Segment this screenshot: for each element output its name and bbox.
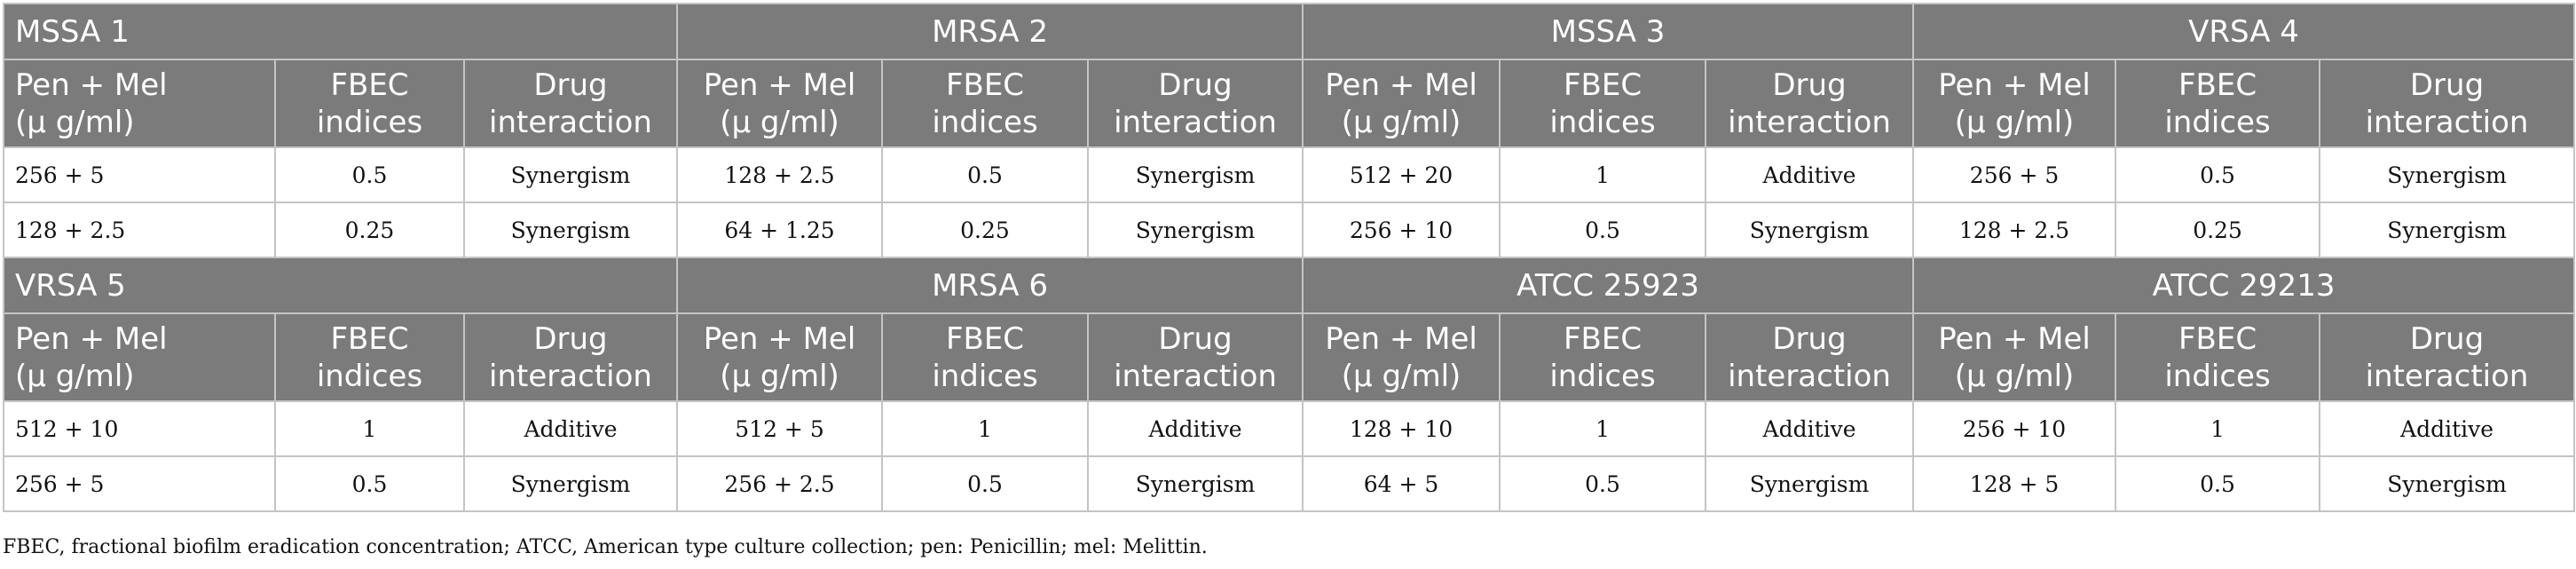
strain-group-header: VRSA 4 xyxy=(1912,3,2576,60)
column-header: Drug interaction xyxy=(463,312,678,402)
table-cell: Synergism xyxy=(2319,455,2576,512)
column-header: Drug interaction xyxy=(1705,312,1915,402)
column-header: Pen + Mel (μ g/ml) xyxy=(1912,312,2117,402)
table-row: 256 + 5 0.5 Synergism 256 + 2.5 0.5 Synergism… xyxy=(3,455,2576,512)
column-header: Pen + Mel (μ g/ml) xyxy=(3,59,276,148)
table-cell: Synergism xyxy=(463,455,678,512)
strain-group-header: ATCC 29213 xyxy=(1912,257,2576,314)
table-cell: 256 + 5 xyxy=(3,146,276,203)
column-header: Drug interaction xyxy=(2319,59,2576,148)
table-row: 256 + 5 0.5 Synergism 128 + 2.5 0.5 Synergism… xyxy=(3,146,2576,203)
table-cell: 1 xyxy=(881,400,1089,457)
table-cell: 512 + 5 xyxy=(676,400,883,457)
table-cell: 256 + 10 xyxy=(1302,202,1501,258)
group-header-row: VRSA 5 MRSA 6 ATCC 25923 ATCC 29213 xyxy=(3,257,2576,314)
column-header: Pen + Mel (μ g/ml) xyxy=(1302,312,1501,402)
table-cell: 64 + 5 xyxy=(1302,455,1501,512)
table-cell: 128 + 2.5 xyxy=(3,202,276,258)
table-cell: 256 + 2.5 xyxy=(676,455,883,512)
table-cell: Synergism xyxy=(463,146,678,203)
table-cell: 0.5 xyxy=(274,146,465,203)
column-header: Pen + Mel (μ g/ml) xyxy=(1912,59,2117,148)
group-header-row: MSSA 1 MRSA 2 MSSA 3 VRSA 4 xyxy=(3,3,2576,60)
table-cell: 128 + 5 xyxy=(1912,455,2117,512)
column-header: Drug interaction xyxy=(1086,59,1304,148)
table-cell: Additive xyxy=(463,400,678,457)
column-header: Pen + Mel (μ g/ml) xyxy=(3,312,276,402)
table-cell: Additive xyxy=(1705,400,1915,457)
table-cell: Synergism xyxy=(1086,146,1304,203)
column-header: FBEC indices xyxy=(274,59,465,148)
column-header-row: Pen + Mel (μ g/ml) FBEC indices Drug inter… xyxy=(3,59,2576,148)
column-header: Pen + Mel (μ g/ml) xyxy=(676,59,883,148)
column-header: Drug interaction xyxy=(1705,59,1915,148)
table-cell: 0.5 xyxy=(2115,146,2321,203)
table-cell: Synergism xyxy=(1705,455,1915,512)
column-header: Drug interaction xyxy=(2319,312,2576,402)
table-cell: Additive xyxy=(1086,400,1304,457)
table-cell: 0.5 xyxy=(1499,202,1707,258)
column-header: FBEC indices xyxy=(881,59,1089,148)
strain-group-header: MRSA 6 xyxy=(675,257,1304,314)
table-cell: 256 + 10 xyxy=(1912,400,2117,457)
table-cell: 0.5 xyxy=(881,455,1089,512)
column-header-row: Pen + Mel (μ g/ml) FBEC indices Drug inter… xyxy=(3,312,2576,402)
column-header: Pen + Mel (μ g/ml) xyxy=(1302,59,1501,148)
table-cell: 128 + 10 xyxy=(1302,400,1501,457)
table-cell: 0.25 xyxy=(2115,202,2321,258)
column-header: FBEC indices xyxy=(2115,59,2321,148)
table-cell: 512 + 20 xyxy=(1302,146,1501,203)
table-row: 512 + 10 1 Additive 512 + 5 1 Additive 128 + 1… xyxy=(3,400,2576,457)
column-header: FBEC indices xyxy=(2115,312,2321,402)
table-cell: 1 xyxy=(2115,400,2321,457)
table-cell: 0.5 xyxy=(274,455,465,512)
table-cell: 512 + 10 xyxy=(3,400,276,457)
strain-group-header: MSSA 1 xyxy=(3,3,678,60)
column-header: Drug interaction xyxy=(1086,312,1304,402)
table-cell: 0.5 xyxy=(1499,455,1707,512)
table-cell: Synergism xyxy=(1705,202,1915,258)
table-row: 128 + 2.5 0.25 Synergism 64 + 1.25 0.25 Syner… xyxy=(3,202,2576,258)
strain-group-header: MSSA 3 xyxy=(1302,3,1915,60)
table-cell: Additive xyxy=(2319,400,2576,457)
column-header: Drug interaction xyxy=(463,59,678,148)
column-header: FBEC indices xyxy=(1499,312,1707,402)
table-cell: 64 + 1.25 xyxy=(676,202,883,258)
table-cell: 1 xyxy=(1499,400,1707,457)
strain-group-header: MRSA 2 xyxy=(675,3,1304,60)
table-cell: 128 + 2.5 xyxy=(676,146,883,203)
column-header: FBEC indices xyxy=(881,312,1089,402)
results-table: MSSA 1 MRSA 2 MSSA 3 VRSA 4 Pen + Mel (μ g/m… xyxy=(3,3,2576,512)
table-footnote: FBEC, fractional biofilm eradication con… xyxy=(3,536,1208,558)
table-cell: 1 xyxy=(1499,146,1707,203)
column-header: Pen + Mel (μ g/ml) xyxy=(676,312,883,402)
table-cell: 0.25 xyxy=(274,202,465,258)
table-cell: 0.25 xyxy=(881,202,1089,258)
table-cell: Synergism xyxy=(463,202,678,258)
table-cell: Synergism xyxy=(2319,202,2576,258)
strain-group-header: VRSA 5 xyxy=(3,257,678,314)
table-cell: Additive xyxy=(1705,146,1915,203)
table-cell: 1 xyxy=(274,400,465,457)
column-header: FBEC indices xyxy=(274,312,465,402)
table-cell: 128 + 2.5 xyxy=(1912,202,2117,258)
table-cell: Synergism xyxy=(2319,146,2576,203)
table-cell: 256 + 5 xyxy=(1912,146,2117,203)
column-header: FBEC indices xyxy=(1499,59,1707,148)
table-cell: 0.5 xyxy=(881,146,1089,203)
table-cell: Synergism xyxy=(1086,202,1304,258)
strain-group-header: ATCC 25923 xyxy=(1302,257,1915,314)
table-cell: 256 + 5 xyxy=(3,455,276,512)
table-cell: Synergism xyxy=(1086,455,1304,512)
table-cell: 0.5 xyxy=(2115,455,2321,512)
